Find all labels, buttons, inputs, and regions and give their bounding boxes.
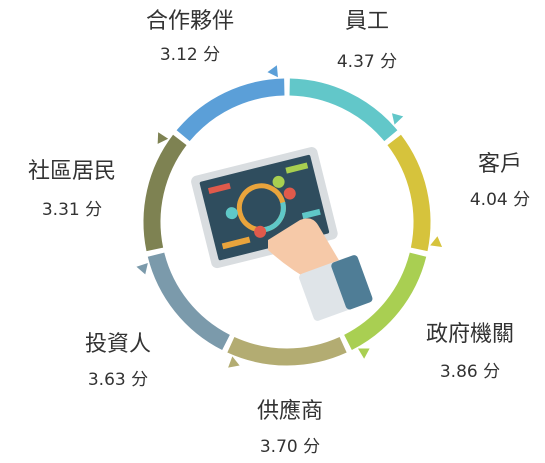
node-label: 供應商: [257, 398, 323, 424]
ring-segment: [394, 140, 422, 249]
node-score: 4.37 分: [337, 52, 397, 72]
node-label: 合作夥伴: [146, 9, 234, 34]
pointer: [267, 65, 278, 78]
pointer: [136, 263, 151, 276]
node-label: 社區居民: [28, 159, 116, 184]
node-label: 客戶: [478, 152, 522, 177]
node-score: 3.12 分: [160, 45, 220, 65]
ring-segment: [290, 87, 391, 136]
node-score: 3.86 分: [440, 362, 500, 382]
ring-segment: [231, 345, 343, 357]
node-label: 政府機關: [426, 322, 514, 347]
tablet-illustration: [190, 146, 374, 322]
node-label: 員工: [345, 9, 389, 34]
node-score: 3.31 分: [42, 200, 102, 220]
stakeholder-diagram: 員工 4.37 分客戶 4.04 分政府機關 3.86 分供應商 3.70 分 投資人 3.…: [0, 0, 545, 463]
ring-segment: [183, 87, 284, 136]
pointer: [153, 132, 169, 147]
ring-segment: [152, 140, 180, 249]
pointer: [430, 235, 443, 247]
pointer: [228, 356, 242, 371]
pointer: [358, 343, 373, 358]
node-score: 3.70 分: [260, 437, 320, 457]
node-score: 4.04 分: [470, 190, 530, 210]
node-score: 3.63 分: [88, 370, 148, 390]
node-label: 投資人: [85, 332, 151, 357]
